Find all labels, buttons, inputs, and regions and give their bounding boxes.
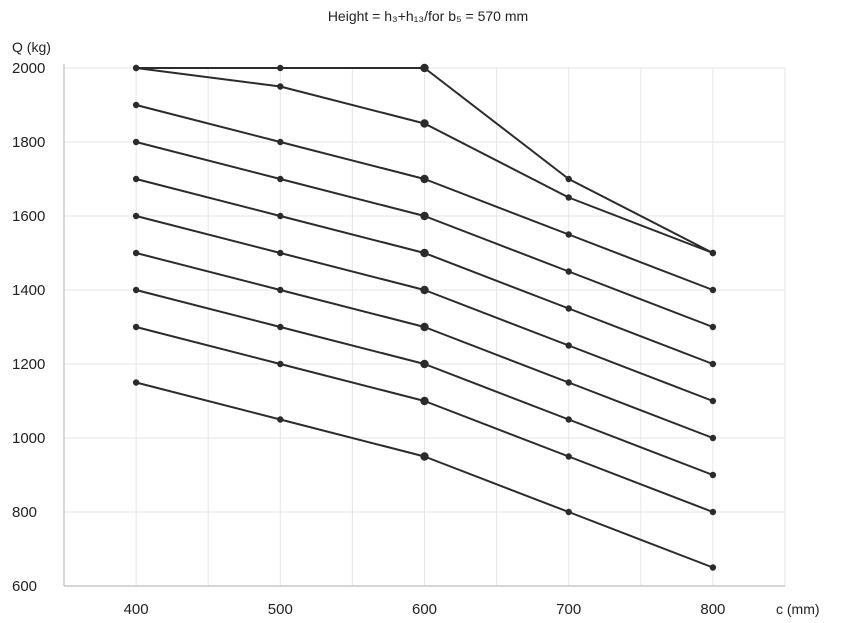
- series-6: [132, 212, 717, 405]
- data-point: [709, 471, 717, 479]
- data-point: [277, 323, 284, 331]
- data-point: [420, 248, 429, 258]
- data-point: [277, 175, 284, 183]
- series-8: [132, 286, 717, 479]
- data-point: [709, 286, 717, 294]
- data-point: [565, 194, 572, 201]
- series-group: [132, 63, 717, 571]
- data-point: [277, 212, 284, 220]
- data-point: [709, 397, 717, 405]
- axes: 600 800 1000 1200 1400 1600 1800 2000 400 500 600 7…: [12, 60, 785, 618]
- data-point: [709, 249, 717, 257]
- data-point: [420, 452, 429, 461]
- data-point: [565, 508, 572, 516]
- x-tick-label: 500: [268, 601, 293, 618]
- data-point: [277, 138, 284, 146]
- data-point: [709, 508, 717, 516]
- data-point: [565, 453, 572, 460]
- data-point: [565, 416, 572, 423]
- data-point: [565, 268, 572, 275]
- data-point: [420, 396, 429, 406]
- x-tick-label: 400: [124, 601, 149, 618]
- data-point: [709, 323, 717, 331]
- x-tick-label: 700: [556, 601, 581, 618]
- data-point: [420, 285, 429, 295]
- y-tick-label: 1600: [12, 208, 45, 225]
- data-point: [565, 175, 572, 183]
- data-point: [420, 63, 429, 73]
- series-3: [132, 101, 717, 294]
- data-point: [132, 138, 140, 146]
- data-point: [420, 359, 429, 369]
- chart-subtitle: Height = h₃+h₁₃/for b₅ = 570 mm: [328, 8, 528, 24]
- data-point: [277, 249, 284, 257]
- data-point: [565, 379, 572, 386]
- y-tick-label: 1800: [12, 134, 45, 151]
- data-point: [132, 323, 140, 331]
- data-point: [132, 64, 140, 72]
- series-7: [132, 249, 717, 442]
- series-10: [132, 379, 717, 571]
- data-point: [132, 286, 140, 294]
- data-point: [132, 175, 140, 183]
- data-point: [565, 342, 572, 349]
- data-point: [420, 322, 429, 332]
- data-point: [709, 360, 717, 368]
- data-point: [420, 174, 429, 184]
- y-axis-label: Q (kg): [12, 39, 51, 55]
- data-point: [277, 416, 284, 423]
- x-axis-label: c (mm): [776, 601, 820, 617]
- data-point: [277, 360, 284, 368]
- data-point: [420, 119, 429, 128]
- series-4: [132, 138, 717, 331]
- data-point: [277, 286, 284, 294]
- y-tick-label: 2000: [12, 60, 45, 77]
- y-tick-label: 1000: [12, 430, 45, 447]
- data-point: [132, 379, 140, 386]
- data-point: [420, 211, 429, 221]
- series-9: [132, 323, 717, 516]
- x-tick-label: 800: [700, 601, 725, 618]
- series-2: [132, 64, 717, 257]
- data-point: [277, 83, 284, 90]
- y-tick-label: 1200: [12, 356, 45, 373]
- x-tick-label: 600: [412, 601, 437, 618]
- y-tick-label: 600: [12, 578, 37, 595]
- data-point: [132, 212, 140, 220]
- data-point: [277, 64, 284, 72]
- data-point: [565, 231, 572, 238]
- data-point: [565, 305, 572, 312]
- data-point: [132, 101, 140, 109]
- data-point: [132, 249, 140, 257]
- data-point: [709, 564, 717, 571]
- y-tick-label: 1400: [12, 282, 45, 299]
- y-tick-label: 800: [12, 504, 37, 521]
- series-5: [132, 175, 717, 368]
- data-point: [709, 434, 717, 442]
